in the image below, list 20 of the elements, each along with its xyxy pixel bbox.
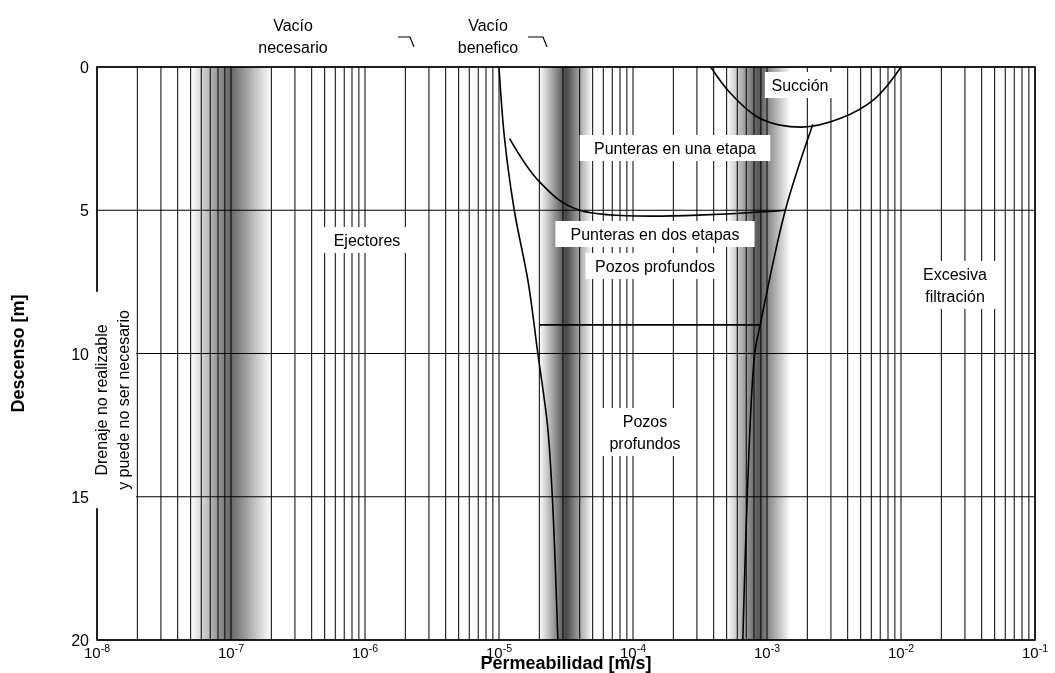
y-axis-title: Descenso [m] bbox=[8, 294, 28, 413]
x-tick-label: 10$^{-1}$ bbox=[1021, 642, 1049, 661]
x-tick-label: 10$^{-6}$ bbox=[351, 642, 379, 661]
text: Vacío necesario bbox=[258, 16, 328, 56]
annotation: Punteras en dos etapas bbox=[570, 225, 740, 243]
annotation: Punteras en una etapa bbox=[594, 139, 757, 157]
y-tick-label: 10 bbox=[71, 345, 90, 363]
annotation: Ejectores bbox=[333, 231, 401, 249]
y-tick-label: 5 bbox=[80, 202, 90, 220]
annotation: Succión bbox=[771, 76, 829, 94]
annotation: Drenaje no realizable y puede no ser necesario bbox=[92, 310, 132, 490]
x-tick-label: 10$^{-2}$ bbox=[887, 642, 915, 661]
annotation: Excesiva filtración bbox=[922, 265, 988, 305]
y-tick-label: 15 bbox=[71, 488, 90, 506]
annotation: Pozos profundos bbox=[609, 412, 681, 452]
x-tick-label: 10$^{-3}$ bbox=[753, 642, 781, 661]
x-tick-label: 10$^{-7}$ bbox=[217, 642, 245, 661]
annotation: Pozos profundos bbox=[594, 257, 716, 275]
text: Vacío benefico bbox=[457, 16, 519, 56]
y-tick-label: 0 bbox=[80, 59, 90, 76]
